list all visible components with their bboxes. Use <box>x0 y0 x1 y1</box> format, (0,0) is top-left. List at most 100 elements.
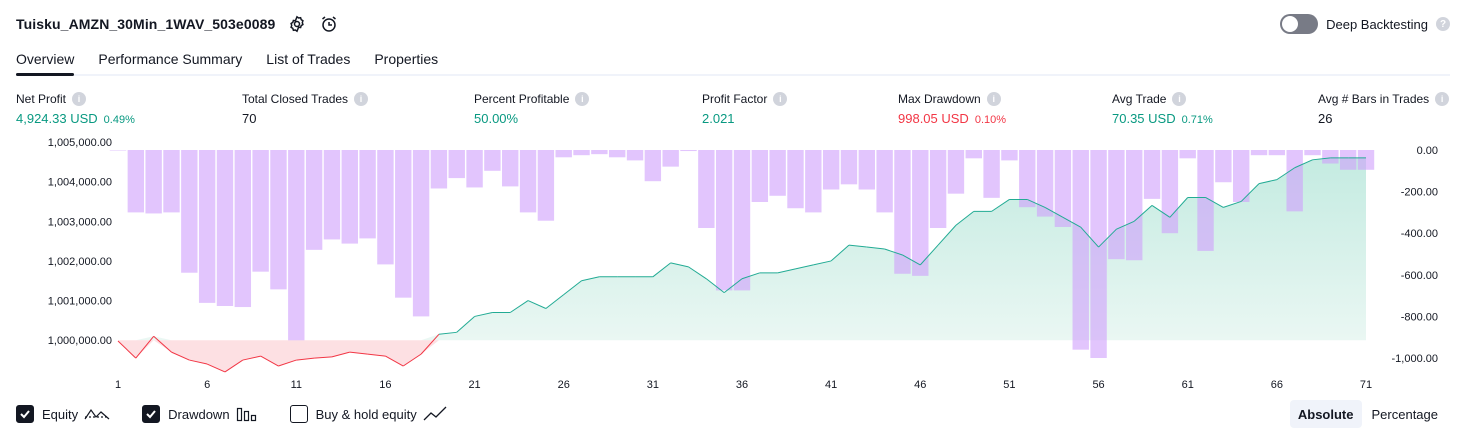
drawdown-bar <box>876 150 893 213</box>
drawdown-bar <box>1072 150 1089 350</box>
drawdown-bar <box>1339 150 1357 170</box>
info-icon[interactable]: i <box>575 92 590 106</box>
info-icon[interactable]: i <box>354 92 369 106</box>
help-icon[interactable]: ? <box>1436 17 1450 31</box>
metric-net-profit: Net Profit i 4,924.33 USD 0.49% <box>16 92 135 126</box>
drawdown-bar <box>1108 150 1125 260</box>
metric-label: Max Drawdown i <box>898 92 1006 106</box>
metric-value: 998.05 USD 0.10% <box>898 111 1006 126</box>
y-tick-left: 1,005,000.00 <box>48 138 112 149</box>
x-tick: 61 <box>1182 379 1194 391</box>
drawdown-bar <box>537 150 555 221</box>
settings-icon[interactable] <box>287 14 307 34</box>
metric-label-text: Net Profit <box>16 92 67 106</box>
equity-checkbox[interactable] <box>16 405 34 423</box>
equity-segment <box>420 333 440 355</box>
left-axis: 1,005,000.00 1,004,000.00 1,003,000.00 1,00… <box>48 138 112 347</box>
drawdown-bar <box>1090 150 1107 358</box>
equity-segment <box>135 335 155 359</box>
metric-label-text: Profit Factor <box>702 92 768 106</box>
equity-segment <box>723 278 743 294</box>
equity-segment <box>1223 200 1242 208</box>
metrics-row: Net Profit i 4,924.33 USD 0.49% Total Closed… <box>0 92 1466 132</box>
equity-segment <box>688 266 707 280</box>
equity-segment <box>296 357 315 361</box>
info-icon[interactable]: i <box>773 92 788 106</box>
drawdown-bar <box>555 150 572 158</box>
metric-value-text: 998.05 USD <box>898 111 969 126</box>
x-axis: 1 6 11 16 21 26 31 36 41 46 51 56 61 66 71 <box>115 379 1372 391</box>
x-tick: 31 <box>647 379 659 391</box>
buy-hold-checkbox[interactable] <box>289 405 308 423</box>
legend-equity[interactable]: Equity <box>16 405 110 423</box>
drawdown-bar <box>858 150 876 190</box>
deep-backtesting-toggle[interactable] <box>1280 14 1319 34</box>
y-tick-right: -200.00 <box>1401 187 1438 199</box>
equity-segment <box>652 262 671 278</box>
equity-segment <box>153 335 172 353</box>
equity-segment <box>1044 206 1064 218</box>
drawdown-bar <box>323 150 341 240</box>
info-icon[interactable]: i <box>986 92 1001 106</box>
drawdown-bar <box>252 150 269 272</box>
metric-value: 70 <box>242 111 368 126</box>
buy-hold-line-icon <box>423 406 447 422</box>
drawdown-bar <box>484 150 501 171</box>
equity-segment <box>402 353 422 367</box>
drawdown-bar <box>1036 150 1054 217</box>
x-tick: 1 <box>115 379 121 391</box>
metric-label: Percent Profitable i <box>474 92 590 106</box>
equity-segment <box>866 246 885 250</box>
drawdown-bar <box>769 150 786 196</box>
tab-properties[interactable]: Properties <box>374 51 439 67</box>
info-icon[interactable]: i <box>1435 92 1450 106</box>
equity-segment <box>795 264 814 270</box>
metric-value-text: 50.00% <box>474 111 519 126</box>
absolute-button[interactable]: Absolute <box>1289 400 1362 428</box>
metric-label-text: Avg Trade <box>1112 92 1167 106</box>
legend-drawdown[interactable]: Drawdown <box>142 405 257 423</box>
equity-segment <box>1080 226 1099 248</box>
x-tick: 66 <box>1271 379 1283 391</box>
alarm-add-icon[interactable] <box>319 14 339 34</box>
drawdown-bar <box>270 150 287 290</box>
drawdown-bar <box>1215 150 1232 183</box>
info-icon[interactable]: i <box>1172 92 1187 106</box>
equity-line-icon <box>84 406 110 422</box>
tab-overview[interactable]: Overview <box>16 44 75 76</box>
drawdown-bar <box>644 150 662 182</box>
drawdown-bar <box>1054 150 1072 227</box>
drawdown-bars-icon <box>236 406 258 422</box>
equity-segment <box>1312 157 1331 161</box>
tab-list-of-trades[interactable]: List of Trades <box>266 51 351 67</box>
drawdown-bar <box>573 150 590 156</box>
drawdown-bar <box>1161 150 1179 234</box>
drawdown-checkbox[interactable] <box>142 405 161 423</box>
equity-segment <box>991 199 1010 212</box>
drawdown-bar <box>1286 150 1303 212</box>
drawdown-bar <box>787 150 804 209</box>
metric-avg-bars-in-trades: Avg # Bars in Trades i 26 <box>1318 92 1450 126</box>
drawdown-bar <box>715 150 733 291</box>
equity-segment <box>830 244 850 262</box>
equity-segment <box>1133 205 1153 222</box>
strategy-title: Tuisku_AMZN_30Min_1WAV_503e0089 <box>16 16 276 32</box>
drawdown-bar <box>929 150 947 228</box>
toggle-knob <box>1282 16 1299 32</box>
equity-segment <box>117 340 137 359</box>
percentage-button[interactable]: Percentage <box>1371 406 1439 422</box>
equity-segment <box>937 224 957 246</box>
metric-value: 70.35 USD 0.71% <box>1112 111 1213 126</box>
drawdown-bar <box>1001 150 1018 161</box>
equity-segment <box>527 300 547 309</box>
equity-segment <box>1151 204 1171 218</box>
metric-label-text: Total Closed Trades <box>242 92 349 106</box>
drawdown-bar <box>1197 150 1214 251</box>
equity-segment <box>1062 216 1081 228</box>
equity-segment <box>224 359 244 373</box>
drawdown-bar <box>377 150 394 265</box>
tab-performance-summary[interactable]: Performance Summary <box>98 51 243 67</box>
info-icon[interactable]: i <box>72 92 87 106</box>
y-tick-right: -800.00 <box>1401 311 1438 323</box>
legend-buy-hold[interactable]: Buy & hold equity <box>289 405 447 423</box>
